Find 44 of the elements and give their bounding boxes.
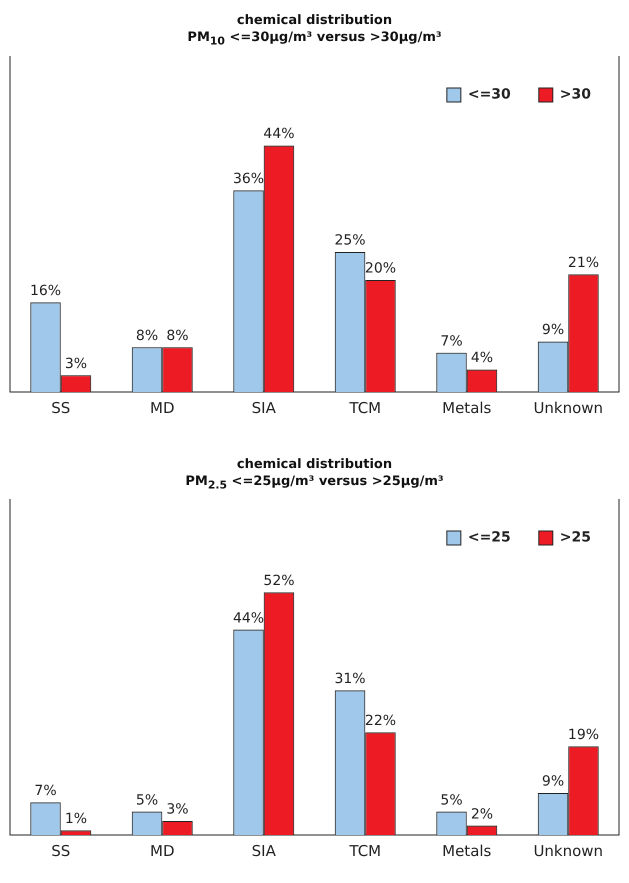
x-tick-label: TCM [348, 398, 382, 416]
data-label: 3% [166, 802, 189, 818]
x-tick-label: MD [150, 398, 174, 416]
x-tick-label: SIA [252, 842, 277, 860]
chart-subtitle: PM$_{10}$ <=30μg/m³ versus >30μg/m³ [186, 29, 443, 50]
data-label: 16% [30, 282, 62, 299]
data-label: 31% [334, 671, 366, 688]
x-tick-label: SIA [252, 398, 277, 416]
data-label: 2% [470, 806, 494, 822]
data-label: 3% [64, 355, 88, 372]
data-label: 25% [334, 232, 366, 248]
legend-label: >30 [560, 86, 592, 102]
x-tick-label: Unknown [533, 398, 604, 416]
data-label: 19% [568, 727, 600, 744]
data-label: 5% [440, 792, 463, 808]
data-label: 4% [470, 350, 494, 366]
data-label: 7% [34, 783, 57, 800]
x-tick-label: SS [51, 842, 70, 860]
data-label: 8% [166, 327, 189, 344]
legend-label: <=25 [468, 530, 511, 546]
x-tick-label: Metals [442, 398, 492, 416]
data-label: 52% [263, 573, 295, 590]
data-label: 5% [136, 792, 158, 808]
data-label: 22% [364, 713, 396, 730]
chart-title: chemical distribution [236, 456, 394, 473]
legend-label: <=30 [468, 86, 512, 102]
x-tick-label: SS [51, 398, 70, 416]
x-tick-label: Metals [442, 842, 492, 860]
x-tick-label: Unknown [533, 842, 604, 860]
data-label: 44% [263, 126, 295, 142]
chart-subtitle: PM$_{2.5}$ <=25μg/m³ versus >25μg/m³ [184, 472, 445, 494]
x-tick-label: TCM [348, 842, 382, 860]
data-label: 36% [232, 170, 264, 187]
data-label: 1% [64, 811, 88, 828]
data-label: 9% [542, 774, 564, 790]
data-label: 21% [568, 254, 600, 271]
data-label: 9% [542, 322, 564, 338]
data-label: 44% [232, 610, 264, 626]
legend-label: >25 [560, 530, 592, 546]
data-label: 20% [364, 260, 396, 276]
chart-title: chemical distribution [236, 12, 394, 29]
data-label: 8% [136, 327, 158, 344]
x-tick-label: MD [150, 842, 174, 860]
data-label: 7% [440, 333, 463, 350]
